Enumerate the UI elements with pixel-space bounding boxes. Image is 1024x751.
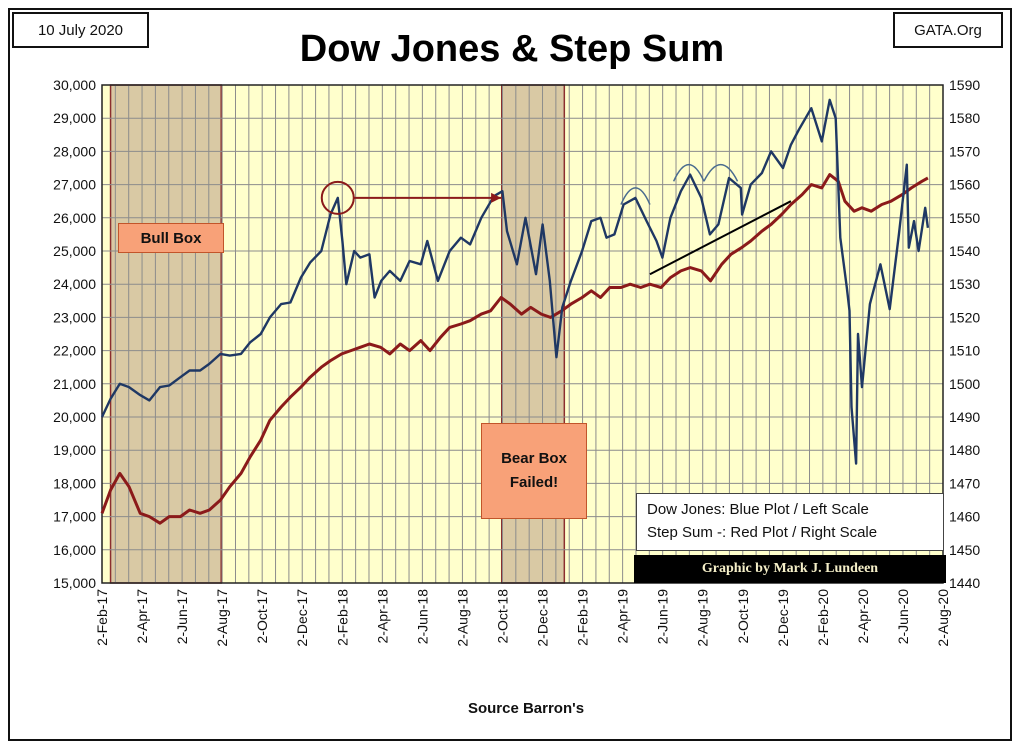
y-left-tick-label: 28,000 xyxy=(53,143,96,159)
graphic-credit: Graphic by Mark J. Lundeen xyxy=(634,555,946,583)
x-tick-label: 2-Jun-19 xyxy=(655,589,671,644)
y-right-tick-label: 1460 xyxy=(949,509,980,525)
y-left-tick-label: 30,000 xyxy=(53,77,96,93)
top-arc-annotation-3 xyxy=(703,163,739,182)
legend-step-sum: Step Sum -: Red Plot / Right Scale xyxy=(647,524,878,541)
bull-box-callout: Bull Box xyxy=(118,223,224,253)
x-tick-label: 2-Apr-19 xyxy=(615,589,631,644)
y-left-tick-label: 16,000 xyxy=(53,542,96,558)
plot-border xyxy=(101,84,944,584)
x-tick-label: 2-Dec-17 xyxy=(294,589,310,647)
y-right-tick-label: 1470 xyxy=(949,475,980,491)
y-left-tick-label: 24,000 xyxy=(53,276,96,292)
y-left-tick-label: 25,000 xyxy=(53,243,96,259)
y-right-tick-label: 1490 xyxy=(949,409,980,425)
y-right-tick-label: 1480 xyxy=(949,442,980,458)
y-right-tick-label: 1540 xyxy=(949,243,980,259)
y-right-tick-label: 1580 xyxy=(949,110,980,126)
x-tick-label: 2-Aug-19 xyxy=(695,589,711,647)
x-tick-label: 2-Aug-20 xyxy=(935,589,951,647)
y-left-tick-label: 27,000 xyxy=(53,177,96,193)
x-axis-source-label: Source Barron's xyxy=(467,700,585,717)
x-tick-label: 2-Dec-19 xyxy=(775,589,791,647)
x-tick-label: 2-Apr-18 xyxy=(374,589,390,644)
x-tick-label: 2-Apr-20 xyxy=(855,589,871,644)
y-right-tick-label: 1520 xyxy=(949,309,980,325)
y-left-tick-label: 15,000 xyxy=(53,575,96,591)
top-arc-annotation-2 xyxy=(672,163,705,182)
y-right-tick-label: 1560 xyxy=(949,177,980,193)
y-left-tick-label: 21,000 xyxy=(53,376,96,392)
y-left-tick-label: 20,000 xyxy=(53,409,96,425)
y-right-tick-label: 1590 xyxy=(949,77,980,93)
x-tick-label: 2-Jun-20 xyxy=(895,589,911,644)
x-tick-label: 2-Aug-17 xyxy=(214,589,230,647)
trendline-annotation xyxy=(649,200,792,276)
y-right-tick-label: 1510 xyxy=(949,343,980,359)
x-tick-label: 2-Oct-19 xyxy=(735,589,751,644)
x-tick-label: 2-Feb-18 xyxy=(334,589,350,646)
y-right-tick-label: 1550 xyxy=(949,210,980,226)
chart-legend: Dow Jones: Blue Plot / Left Scale Step S… xyxy=(636,493,944,551)
shaded-range-1 xyxy=(109,84,222,584)
x-tick-label: 2-Oct-18 xyxy=(494,589,510,644)
date-label: 10 July 2020 xyxy=(12,12,149,48)
site-label: GATA.Org xyxy=(893,12,1003,48)
bear-box-callout: Bear Box Failed! xyxy=(481,423,587,519)
y-left-tick-label: 23,000 xyxy=(53,309,96,325)
x-tick-label: 2-Dec-18 xyxy=(535,589,551,647)
y-left-tick-label: 26,000 xyxy=(53,210,96,226)
top-arc-annotation-1 xyxy=(620,187,651,205)
x-tick-label: 2-Apr-17 xyxy=(134,589,150,644)
y-right-tick-label: 1440 xyxy=(949,575,980,591)
y-right-tick-label: 1570 xyxy=(949,143,980,159)
y-left-tick-label: 17,000 xyxy=(53,509,96,525)
x-tick-label: 2-Feb-17 xyxy=(94,589,110,646)
y-left-tick-label: 22,000 xyxy=(53,343,96,359)
legend-dow: Dow Jones: Blue Plot / Left Scale xyxy=(647,501,869,518)
x-tick-label: 2-Feb-20 xyxy=(815,589,831,646)
chart-title: Dow Jones & Step Sum xyxy=(299,28,725,70)
y-right-tick-label: 1450 xyxy=(949,542,980,558)
y-left-tick-label: 29,000 xyxy=(53,110,96,126)
x-tick-label: 2-Oct-17 xyxy=(254,589,270,644)
step-sum-series-line xyxy=(100,173,929,525)
x-tick-label: 2-Feb-19 xyxy=(575,589,591,646)
y-left-tick-label: 19,000 xyxy=(53,442,96,458)
y-right-tick-label: 1530 xyxy=(949,276,980,292)
x-tick-label: 2-Aug-18 xyxy=(454,589,470,647)
dow-jones-series-line xyxy=(100,98,930,465)
y-left-tick-label: 18,000 xyxy=(53,475,96,491)
y-right-tick-label: 1500 xyxy=(949,376,980,392)
arrow-annotation-head xyxy=(491,192,502,203)
x-tick-label: 2-Jun-18 xyxy=(414,589,430,644)
x-tick-label: 2-Jun-17 xyxy=(174,589,190,644)
